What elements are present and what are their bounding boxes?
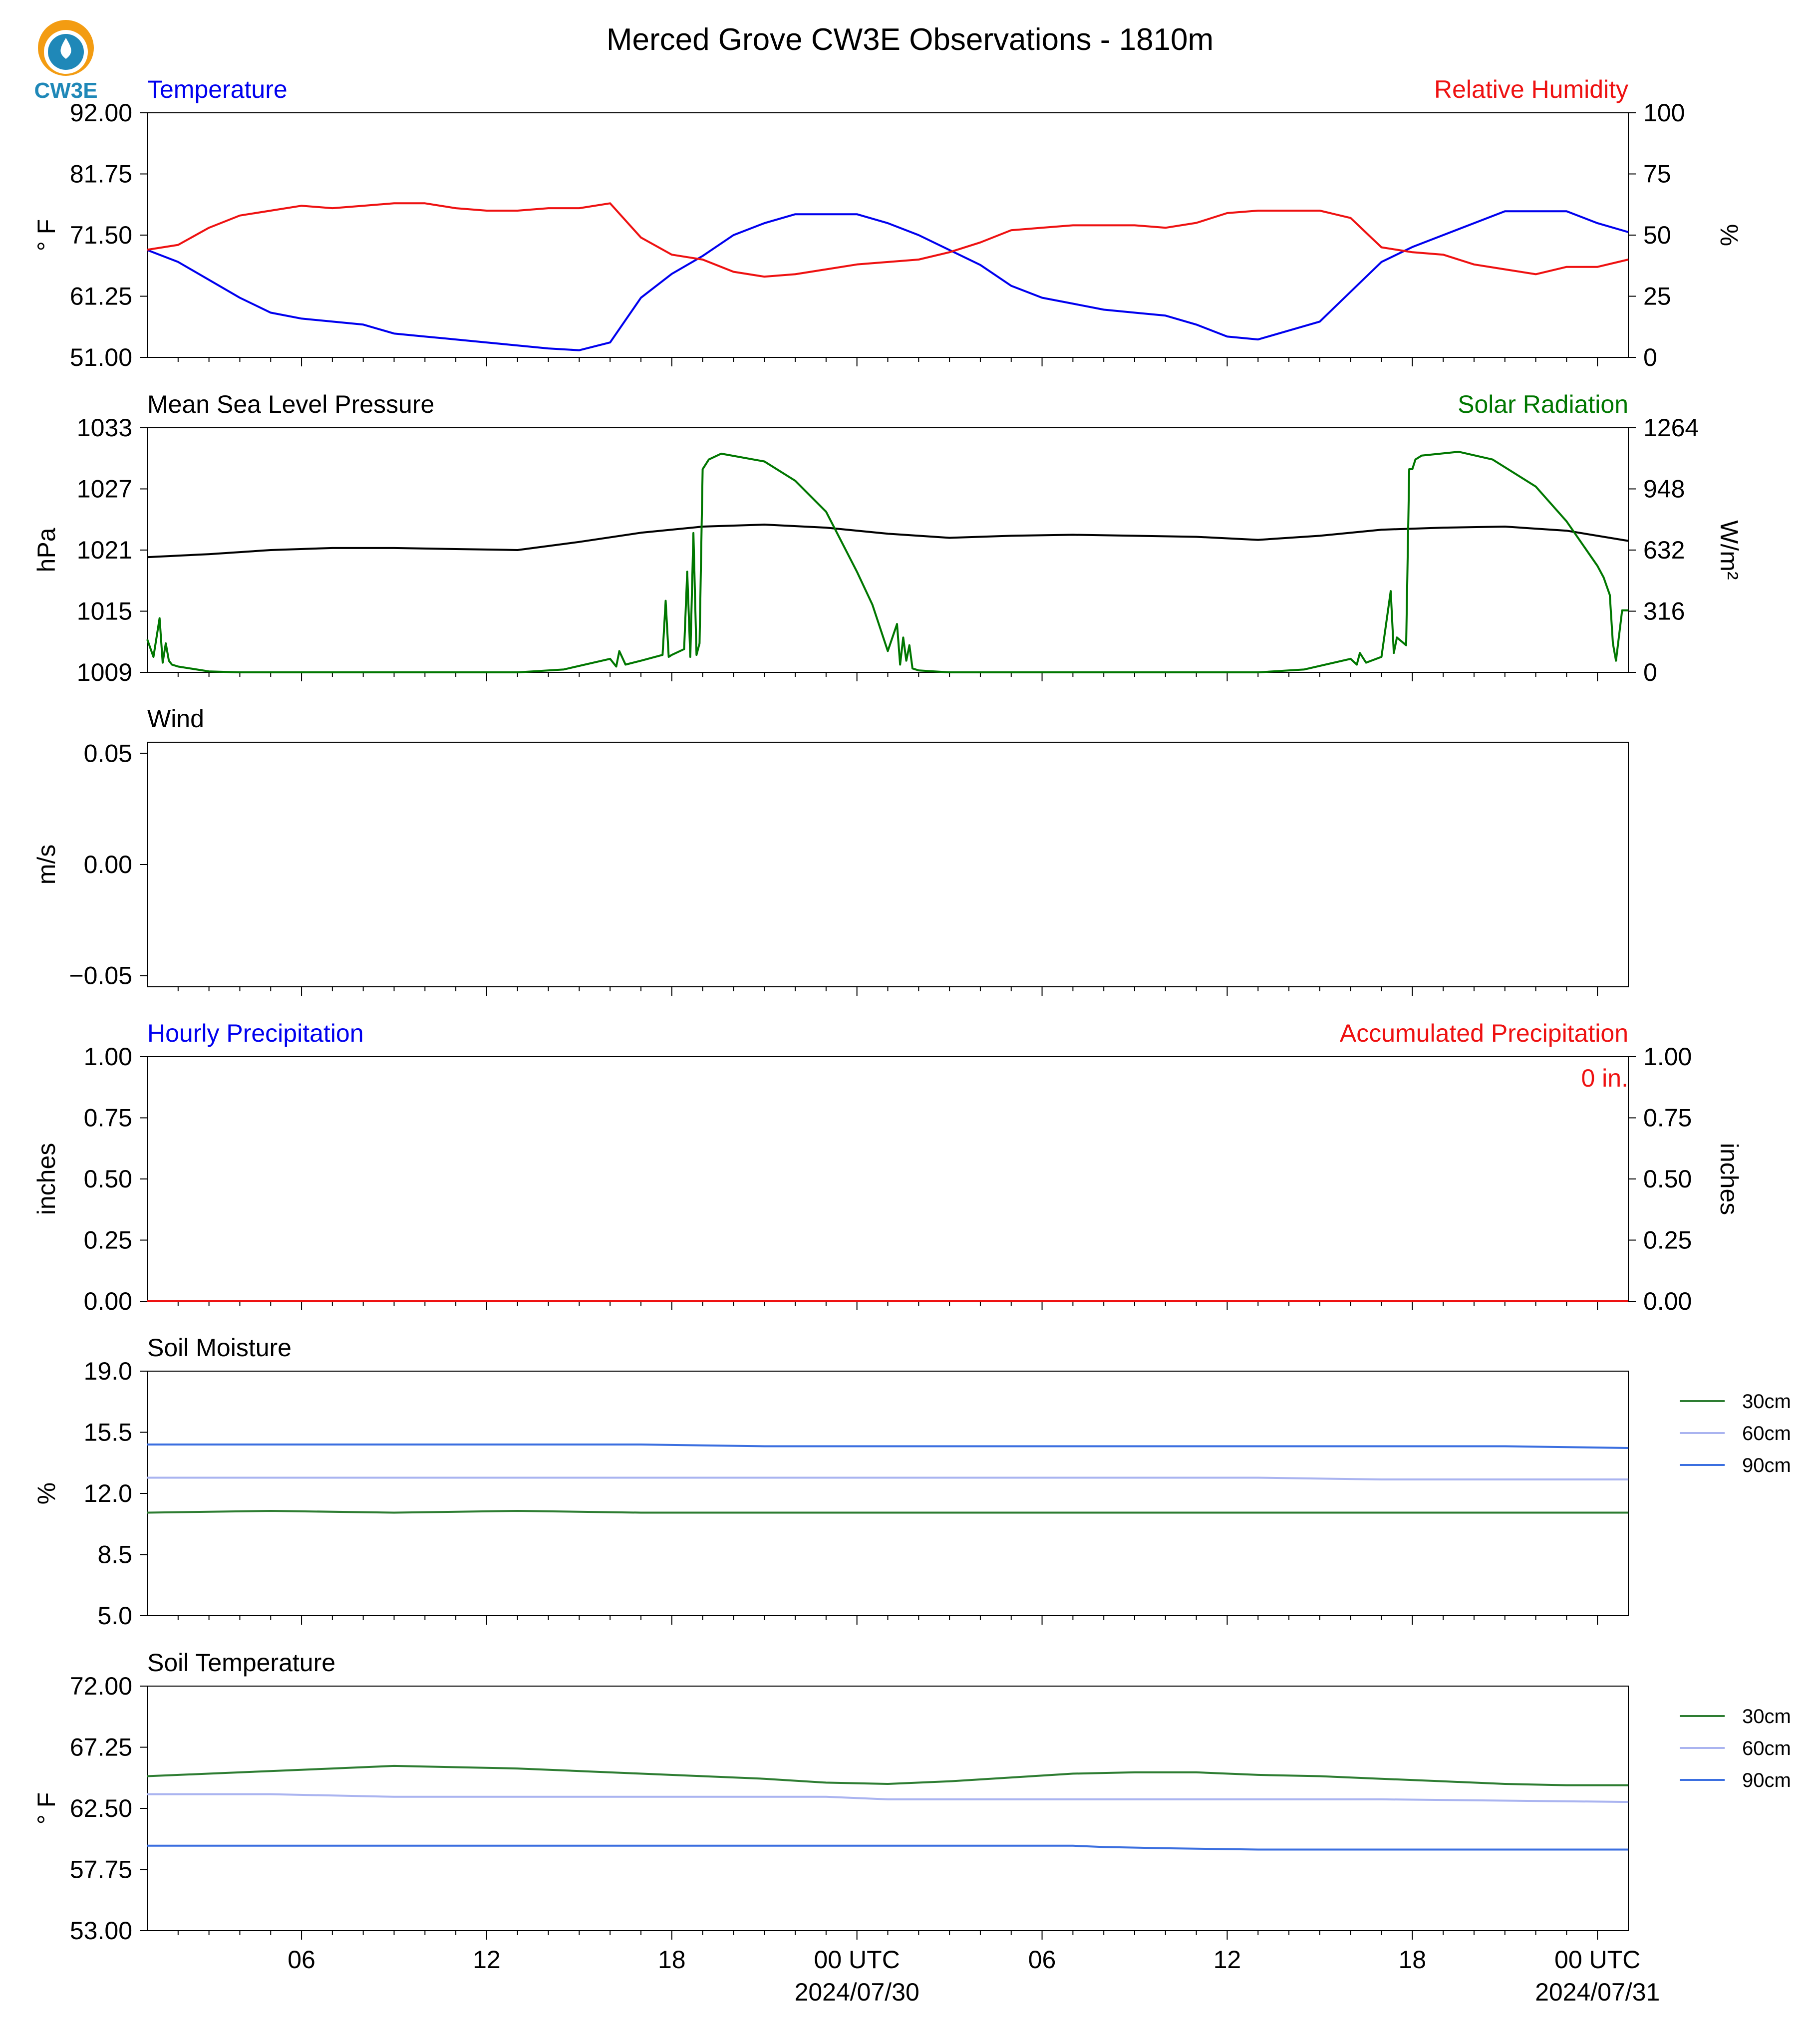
y-right-axis-label: W/m² (1715, 520, 1743, 579)
logo-droplet-icon (60, 38, 71, 59)
figure-title: Merced Grove CW3E Observations - 1810m (607, 22, 1213, 57)
y-left-tick-label: 1033 (77, 414, 132, 442)
legend-label: 60cm (1742, 1738, 1791, 1759)
y-right-tick-label: 948 (1643, 475, 1685, 503)
y-left-tick-label: 19.0 (84, 1357, 132, 1385)
y-right-axis-label: inches (1715, 1143, 1743, 1215)
panel-soil_moisture: 5.0 8.5 12.0 15.5 19.0% Soil Moisture 30cm 60cm… (32, 1334, 1791, 1630)
panel-soil_temperature: 06 12 18 00 UTC 2024/07/30 06 12 18 00 UTC 2024/0… (32, 1649, 1791, 2006)
y-left-axis-label: m/s (32, 845, 60, 885)
panel-left-title: Temperature (147, 75, 288, 103)
x-tick-label: 12 (1213, 1946, 1241, 1974)
y-right-tick-label: 0.25 (1643, 1226, 1692, 1254)
y-left-tick-label: 0.75 (84, 1104, 132, 1132)
y-left-tick-label: 57.75 (70, 1856, 132, 1884)
panel-wind: −0.05 0.00 0.05 m/s Wind (32, 705, 1629, 996)
series-line-60cm (147, 1793, 1629, 1803)
accumulated-total-annotation: 0 in. (1581, 1064, 1628, 1092)
y-right-tick-label: 100 (1643, 99, 1685, 127)
y-left-axis-label: ° F (32, 219, 60, 251)
y-left-tick-label: 1021 (77, 536, 132, 564)
panel-left-title: Mean Sea Level Pressure (147, 390, 434, 418)
y-left-tick-label: 81.75 (70, 160, 132, 188)
y-left-tick-label: 0.00 (84, 851, 132, 878)
y-left-tick-label: −0.05 (69, 962, 132, 990)
x-tick-label: 18 (1399, 1946, 1427, 1974)
y-left-tick-label: 92.00 (70, 99, 132, 127)
panel-right-title: Accumulated Precipitation (1340, 1019, 1628, 1047)
y-left-tick-label: 51.00 (70, 343, 132, 371)
y-left-tick-label: 67.25 (70, 1734, 132, 1761)
cw3e-logo: CW3E (34, 20, 98, 103)
y-left-tick-label: 8.5 (97, 1541, 132, 1569)
logo-text: CW3E (34, 78, 97, 103)
legend-label: 90cm (1742, 1769, 1791, 1791)
y-left-axis-label: inches (32, 1143, 60, 1215)
legend-label: 60cm (1742, 1423, 1791, 1445)
y-left-axis-label: ° F (32, 1792, 60, 1824)
panel-left-title: Soil Temperature (147, 1649, 335, 1677)
y-right-tick-label: 316 (1643, 597, 1685, 625)
x-tick-label: 06 (288, 1946, 315, 1974)
x-tick-label: 00 UTC (814, 1946, 900, 1974)
panel-pressure_solar: 1009 1015 1021 1027 1033 0 316 632 948 1264 hPa W/m… (32, 390, 1743, 686)
y-left-tick-label: 71.50 (70, 221, 132, 249)
y-left-tick-label: 1009 (77, 658, 132, 686)
y-right-tick-label: 0 (1643, 343, 1657, 371)
y-left-tick-label: 15.5 (84, 1419, 132, 1447)
x-tick-label: 18 (658, 1946, 686, 1974)
y-right-axis-label: % (1715, 224, 1743, 246)
panel-precipitation: 0.00 0.25 0.50 0.75 1.00 0.00 0.25 0.50 0.75 1.00… (32, 1019, 1743, 1315)
y-left-tick-label: 62.50 (70, 1794, 132, 1822)
y-left-tick-label: 1015 (77, 597, 132, 625)
y-left-tick-label: 0.00 (84, 1287, 132, 1315)
y-right-tick-label: 1264 (1643, 414, 1699, 442)
y-right-tick-label: 0.75 (1643, 1104, 1692, 1132)
y-left-tick-label: 12.0 (84, 1479, 132, 1507)
y-left-tick-label: 0.05 (84, 739, 132, 767)
y-left-axis-label: % (32, 1482, 60, 1504)
y-left-tick-label: 61.25 (70, 283, 132, 310)
y-right-tick-label: 632 (1643, 536, 1685, 564)
legend-label: 30cm (1742, 1706, 1791, 1728)
y-right-tick-label: 0.00 (1643, 1287, 1692, 1315)
panel-left-title: Hourly Precipitation (147, 1019, 364, 1047)
y-right-tick-label: 75 (1643, 160, 1671, 188)
panels: 51.00 61.25 71.50 81.75 92.00 0 25 50 75 100 ° F % T… (32, 75, 1791, 2006)
y-left-tick-label: 1.00 (84, 1043, 132, 1071)
panel-left-title: Soil Moisture (147, 1334, 292, 1362)
x-tick-label: 06 (1028, 1946, 1056, 1974)
legend-label: 90cm (1742, 1454, 1791, 1476)
y-left-axis-label: hPa (32, 528, 60, 572)
y-left-tick-label: 53.00 (70, 1917, 132, 1945)
x-tick-label: 00 UTC (1554, 1946, 1640, 1974)
panel-right-title: Solar Radiation (1458, 390, 1628, 418)
panel-temperature_rh: 51.00 61.25 71.50 81.75 92.00 0 25 50 75 100 ° F % T… (32, 75, 1743, 371)
x-tick-date-label: 2024/07/30 (795, 1978, 919, 2006)
y-right-tick-label: 1.00 (1643, 1043, 1692, 1071)
y-right-tick-label: 25 (1643, 283, 1671, 310)
y-left-tick-label: 5.0 (97, 1602, 132, 1630)
panel-left-title: Wind (147, 705, 204, 733)
x-tick-date-label: 2024/07/31 (1535, 1978, 1660, 2006)
y-right-tick-label: 0 (1643, 658, 1657, 686)
y-left-tick-label: 72.00 (70, 1672, 132, 1700)
y-left-tick-label: 0.25 (84, 1226, 132, 1254)
legend-label: 30cm (1742, 1391, 1791, 1413)
y-left-tick-label: 1027 (77, 475, 132, 503)
y-left-tick-label: 0.50 (84, 1165, 132, 1193)
x-tick-label: 12 (473, 1946, 501, 1974)
y-right-tick-label: 50 (1643, 221, 1671, 249)
panel-right-title: Relative Humidity (1434, 75, 1628, 103)
y-right-tick-label: 0.50 (1643, 1165, 1692, 1193)
